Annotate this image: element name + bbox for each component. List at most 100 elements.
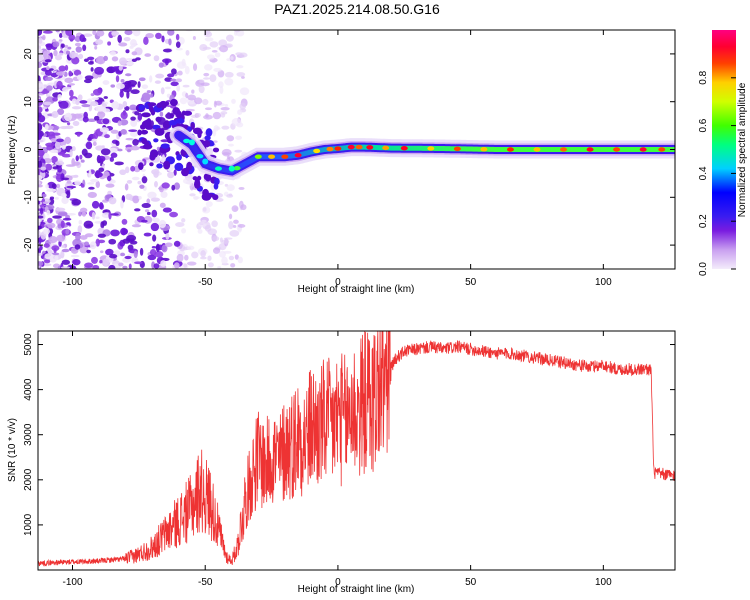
spectrogram-noise-blob: [47, 217, 53, 223]
spectrogram-noise-blob: [55, 207, 66, 212]
spectrogram-noise-blob: [49, 149, 59, 154]
spectrogram-x-tick-label: 0: [335, 277, 341, 288]
spectrogram-noise-blob: [239, 87, 250, 96]
spectrogram-noise-blob: [203, 114, 213, 120]
spectrogram-strong-blob: [201, 192, 212, 201]
spectrogram-noise-blob: [168, 38, 172, 46]
spectrogram-noise-blob: [160, 191, 168, 199]
spectrogram-noise-blob: [51, 155, 58, 164]
spectrogram-noise-blob: [94, 171, 103, 178]
spectrogram-noise-blob: [146, 211, 151, 216]
spectrogram-noise-blob: [240, 204, 247, 211]
spectrogram-noise-blob: [158, 219, 167, 229]
spectrogram-noise-blob: [115, 83, 125, 90]
spectrogram-noise-blob: [150, 93, 154, 98]
spectrogram-noise-blob: [119, 252, 126, 257]
spectrogram-noise-blob: [87, 61, 94, 65]
spectrogram-noise-blob: [43, 101, 52, 106]
spectrogram-noise-blob: [201, 206, 211, 214]
spectrogram-strong-blob: [169, 112, 175, 119]
spectrogram-noise-blob: [223, 250, 232, 254]
spectrogram-noise-blob: [146, 90, 152, 94]
spectrogram-noise-blob: [134, 111, 140, 116]
spectrogram-noise-blob: [92, 265, 100, 269]
spectrogram-noise-blob: [105, 183, 115, 188]
spectrogram-noise-blob: [153, 55, 160, 62]
spectrogram-y-tick-label: -10: [23, 190, 34, 205]
spectrogram-noise-blob: [42, 34, 46, 41]
spectrogram-noise-blob: [42, 201, 49, 205]
spectrogram-noise-blob: [176, 253, 184, 262]
spectrogram-noise-blob: [170, 81, 179, 87]
spectrogram-noise-blob: [107, 175, 112, 182]
spectrogram-noise-blob: [48, 236, 58, 244]
snr-x-tick-label: 100: [595, 577, 612, 588]
spectrogram-noise-blob: [209, 74, 217, 83]
spectrogram-noise-blob: [52, 132, 61, 136]
spectrogram-y-tick-label: 0: [23, 146, 34, 152]
spectrogram-noise-blob: [125, 73, 132, 77]
spectrogram-noise-blob: [65, 30, 74, 36]
spectrogram-noise-blob: [115, 75, 120, 83]
spectrogram-noise-blob: [124, 255, 132, 260]
spectrogram-noise-blob: [52, 96, 58, 102]
spectrogram-noise-blob: [171, 184, 176, 191]
spectrogram-noise-blob: [56, 80, 63, 90]
spectrogram-strong-blob: [181, 110, 186, 116]
spectrogram-strong-blob: [163, 101, 170, 106]
spectrogram-noise-blob: [80, 183, 85, 188]
spectrogram-noise-blob: [61, 248, 70, 253]
spectrogram-noise-blob: [95, 56, 106, 65]
spectrogram-noise-blob: [46, 209, 51, 216]
spectrogram-strong-blob: [154, 127, 165, 136]
spectrogram-peak-mark: [613, 147, 621, 152]
spectrogram-noise-blob: [71, 106, 82, 110]
spectrogram-noise-blob: [61, 177, 70, 181]
spectrogram-peak-mark: [639, 147, 647, 152]
spectrogram-noise-blob: [237, 256, 243, 264]
spectrogram-noise-blob: [71, 56, 80, 65]
spectrogram-noise-blob: [231, 98, 236, 104]
spectrogram-noise-blob: [131, 176, 140, 181]
spectrogram-noise-blob: [212, 111, 222, 120]
spectrogram-strong-blob: [147, 102, 157, 107]
spectrogram-strong-blob: [156, 163, 163, 169]
spectrogram-noise-blob: [169, 211, 179, 218]
spectrogram-noise-blob: [58, 240, 62, 247]
spectrogram-noise-blob: [195, 113, 201, 118]
spectrogram-noise-blob: [118, 65, 123, 71]
spectrogram-strong-blob: [176, 154, 182, 161]
spectrogram-noise-blob: [147, 191, 157, 199]
spectrogram-noise-blob: [224, 71, 234, 78]
spectrogram-noise-blob: [132, 30, 141, 37]
spectrogram-noise-blob: [102, 118, 110, 125]
spectrogram-x-tick-label: -50: [198, 277, 213, 288]
spectrogram-strong-blob: [187, 126, 192, 132]
spectrogram-noise-blob: [102, 80, 110, 85]
spectrogram-noise-blob: [38, 106, 43, 114]
spectrogram-noise-blob: [73, 174, 79, 178]
spectrogram-noise-blob: [54, 255, 59, 261]
spectrogram-strong-blob: [205, 128, 213, 137]
spectrogram-noise-blob: [88, 169, 92, 178]
spectrogram-noise-blob: [38, 115, 46, 123]
spectrogram-noise-blob: [164, 86, 172, 90]
spectrogram-noise-blob: [118, 262, 124, 267]
spectrogram-strong-blob: [190, 122, 195, 130]
spectrogram-noise-blob: [43, 228, 50, 235]
spectrogram-noise-blob: [70, 254, 80, 258]
spectrogram-noise-blob: [88, 186, 95, 190]
spectrogram-noise-blob: [104, 134, 110, 139]
spectrogram-noise-blob: [158, 62, 164, 68]
spectrogram-noise-blob: [38, 37, 43, 44]
spectrogram-noise-blob: [44, 163, 53, 171]
spectrogram-noise-blob: [202, 46, 212, 50]
spectrogram-noise-blob: [95, 216, 100, 220]
spectrogram-peak-mark: [268, 154, 276, 159]
spectrogram-noise-blob: [99, 259, 103, 264]
spectrogram-noise-blob: [133, 250, 138, 258]
spectrogram-noise-blob: [141, 203, 151, 209]
spectrogram-noise-blob: [87, 56, 95, 61]
